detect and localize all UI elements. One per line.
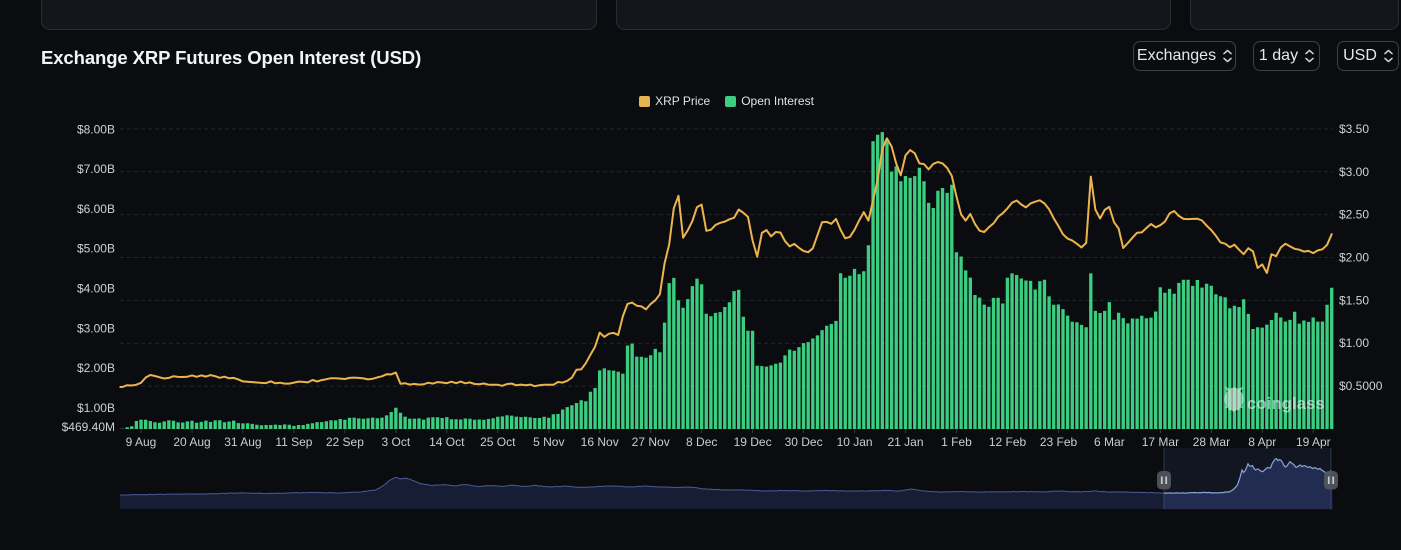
svg-text:$0.5000: $0.5000 — [1339, 379, 1383, 393]
svg-text:$469.40M: $469.40M — [62, 420, 115, 434]
svg-text:$3.00B: $3.00B — [77, 321, 115, 335]
svg-text:$2.00B: $2.00B — [77, 361, 115, 375]
svg-text:28 Mar: 28 Mar — [1193, 435, 1230, 449]
svg-text:8 Apr: 8 Apr — [1248, 435, 1276, 449]
svg-text:$5.00B: $5.00B — [77, 242, 115, 256]
svg-text:16 Nov: 16 Nov — [581, 435, 619, 449]
svg-text:30 Dec: 30 Dec — [785, 435, 823, 449]
svg-text:$2.00: $2.00 — [1339, 251, 1369, 265]
svg-text:31 Aug: 31 Aug — [224, 435, 261, 449]
svg-text:$4.00B: $4.00B — [77, 282, 115, 296]
svg-text:19 Apr: 19 Apr — [1296, 435, 1331, 449]
svg-text:3 Oct: 3 Oct — [382, 435, 411, 449]
svg-text:coinglass: coinglass — [1247, 395, 1325, 413]
svg-text:1 Feb: 1 Feb — [941, 435, 972, 449]
svg-text:17 Mar: 17 Mar — [1142, 435, 1179, 449]
svg-text:$8.00B: $8.00B — [77, 122, 115, 136]
svg-text:$7.00B: $7.00B — [77, 162, 115, 176]
svg-text:$1.00B: $1.00B — [77, 401, 115, 415]
svg-text:27 Nov: 27 Nov — [632, 435, 670, 449]
svg-text:25 Oct: 25 Oct — [480, 435, 516, 449]
svg-text:11 Sep: 11 Sep — [275, 435, 312, 449]
svg-text:10 Jan: 10 Jan — [837, 435, 873, 449]
svg-text:$2.50: $2.50 — [1339, 208, 1369, 222]
svg-text:8 Dec: 8 Dec — [686, 435, 717, 449]
svg-text:9 Aug: 9 Aug — [126, 435, 157, 449]
svg-text:$3.50: $3.50 — [1339, 122, 1369, 136]
svg-text:5 Nov: 5 Nov — [533, 435, 564, 449]
svg-text:$1.00: $1.00 — [1339, 336, 1369, 350]
svg-text:14 Oct: 14 Oct — [429, 435, 465, 449]
svg-text:$6.00B: $6.00B — [77, 202, 115, 216]
svg-text:19 Dec: 19 Dec — [734, 435, 772, 449]
svg-text:21 Jan: 21 Jan — [887, 435, 923, 449]
svg-text:12 Feb: 12 Feb — [989, 435, 1027, 449]
svg-text:6 Mar: 6 Mar — [1094, 435, 1125, 449]
svg-text:22 Sep: 22 Sep — [326, 435, 364, 449]
svg-text:23 Feb: 23 Feb — [1040, 435, 1078, 449]
svg-text:20 Aug: 20 Aug — [173, 435, 210, 449]
svg-text:$1.50: $1.50 — [1339, 293, 1369, 307]
svg-text:$3.00: $3.00 — [1339, 165, 1369, 179]
